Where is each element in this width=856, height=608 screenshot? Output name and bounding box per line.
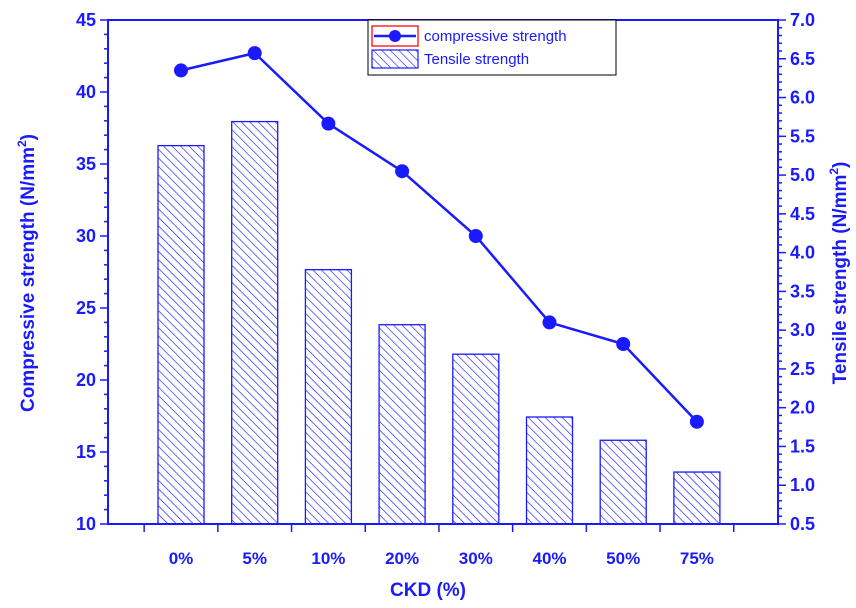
compressive-line: [180, 51, 698, 423]
point-2: [321, 116, 336, 131]
legend: compressive strength Tensile strength: [367, 19, 617, 76]
right-y-axis: 0.5 1.0 1.5 2.0 2.5 3.0 3.5 4.0 4.5 5.0 5.5 6.0 6.5 7…: [778, 10, 815, 534]
right-tick-label: 1.5: [790, 436, 815, 456]
left-y-axis-title: Compressive strength (N/mm2): [15, 134, 39, 412]
legend-line-marker: [389, 30, 401, 42]
bar-6: [599, 439, 647, 525]
right-tick-label: 5.0: [790, 165, 815, 185]
x-tick-label: 5%: [242, 549, 267, 568]
right-tick-label: 4.5: [790, 204, 815, 224]
legend-line-swatch-box: [371, 25, 419, 47]
compressive-line-series: [174, 46, 704, 429]
right-tick-label: 1.0: [790, 475, 815, 495]
right-tick-label: 2.5: [790, 359, 815, 379]
x-tick-label: 50%: [606, 549, 640, 568]
point-7: [689, 414, 704, 429]
tensile-bars: [157, 120, 721, 525]
x-tick-label: 0%: [169, 549, 194, 568]
right-tick-label: 6.0: [790, 88, 815, 108]
axes: 10 15 20 25 30 35 40 45 0.5 1.0 1.5 2.0 2.5 3.0 3.5 4.…: [76, 10, 815, 568]
right-y-axis-title: Tensile strength (N/mm2): [827, 162, 851, 385]
left-tick-label: 35: [76, 154, 96, 174]
x-tick-label: 40%: [532, 549, 566, 568]
bar-5: [525, 416, 574, 525]
point-6: [616, 337, 631, 351]
legend-label-tensile: Tensile strength: [424, 51, 529, 68]
bar-2: [304, 269, 353, 525]
point-4: [468, 229, 483, 243]
left-tick-label: 30: [76, 226, 96, 246]
right-tick-label: 7.0: [790, 10, 815, 30]
x-axis-title: CKD (%): [390, 580, 466, 601]
right-tick-label: 5.5: [790, 126, 815, 146]
right-tick-label: 2.0: [790, 398, 815, 418]
right-tick-label: 3.5: [790, 281, 815, 301]
right-tick-label: 4.0: [790, 243, 815, 263]
bar-4: [452, 353, 500, 525]
x-axis: 0% 5% 10% 20% 30% 40% 50% 75%: [143, 524, 735, 568]
left-tick-label: 45: [76, 10, 96, 30]
point-3: [395, 164, 410, 179]
bar-0: [157, 144, 205, 525]
right-tick-label: 3.0: [790, 320, 815, 340]
point-1: [247, 46, 262, 61]
bar-7: [673, 471, 721, 525]
left-tick-label: 10: [76, 514, 96, 534]
right-tick-label: 6.5: [790, 49, 815, 69]
left-y-axis: 10 15 20 25 30 35 40 45: [76, 10, 108, 534]
left-tick-label: 25: [76, 298, 96, 318]
left-tick-label: 40: [76, 82, 96, 102]
legend-bar-swatch: [371, 49, 419, 69]
point-0: [174, 63, 188, 78]
x-tick-label: 10%: [311, 549, 345, 568]
point-5: [542, 315, 557, 330]
x-tick-label: 75%: [680, 549, 714, 568]
bar-1: [231, 120, 279, 525]
left-tick-label: 15: [76, 442, 96, 462]
bar-3: [378, 324, 426, 525]
left-tick-label: 20: [76, 370, 96, 390]
right-tick-label: 0.5: [790, 514, 815, 534]
x-tick-label: 20%: [385, 549, 419, 568]
plot-frame: [107, 19, 779, 525]
x-tick-label: 30%: [459, 549, 493, 568]
legend-label-compressive: compressive strength: [424, 28, 567, 45]
